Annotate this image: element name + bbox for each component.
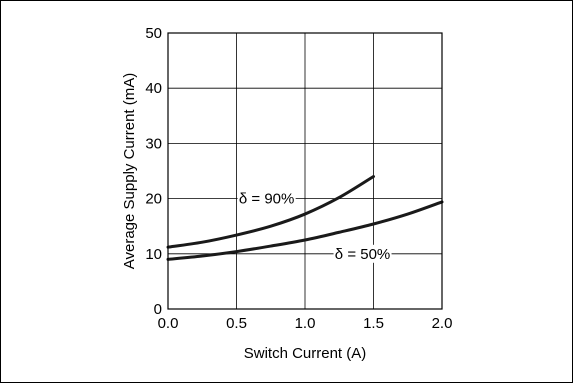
series-label-bg [333,244,392,263]
series-line-0 [166,175,375,249]
y-tick-label: 50 [145,25,162,42]
series-line-1 [166,200,444,261]
x-axis-label: Switch Current (A) [244,345,367,362]
y-tick-label: 30 [145,135,162,152]
y-tick-label: 0 [154,301,162,318]
y-tick-label: 40 [145,80,162,97]
series-label-bg [237,189,296,208]
y-axis-label: Average Supply Current (mA) [121,73,138,269]
x-tick-label: 0.5 [226,315,247,332]
series-label-1: δ = 50% [335,246,390,263]
y-tick-label: 20 [145,191,162,208]
plot-area [167,32,443,310]
y-tick-labels: 0 10 20 30 40 50 [145,25,162,318]
x-tick-labels: 0.0 0.5 1.0 1.5 2.0 [158,315,453,332]
series-labels: δ = 90% δ = 50% [237,189,392,263]
y-tick-label: 10 [145,246,162,263]
x-tick-label: 1.0 [295,315,316,332]
series-group [166,175,444,261]
x-tick-label: 2.0 [432,315,453,332]
x-tick-label: 0.0 [158,315,179,332]
grid [167,32,443,310]
x-tick-label: 1.5 [363,315,384,332]
series-label-0: δ = 90% [239,191,294,208]
